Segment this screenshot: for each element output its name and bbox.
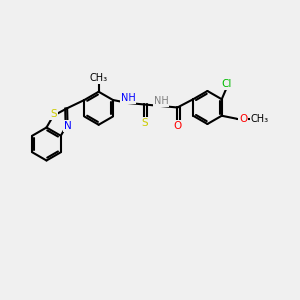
Text: S: S (50, 109, 57, 119)
Text: CH₃: CH₃ (90, 73, 108, 82)
Text: O: O (239, 114, 248, 124)
Text: NH: NH (154, 97, 168, 106)
Text: S: S (141, 118, 148, 128)
Text: NH: NH (121, 94, 135, 103)
Text: CH₃: CH₃ (251, 114, 269, 124)
Text: O: O (173, 121, 181, 131)
Text: N: N (64, 121, 71, 130)
Text: Cl: Cl (221, 79, 231, 89)
